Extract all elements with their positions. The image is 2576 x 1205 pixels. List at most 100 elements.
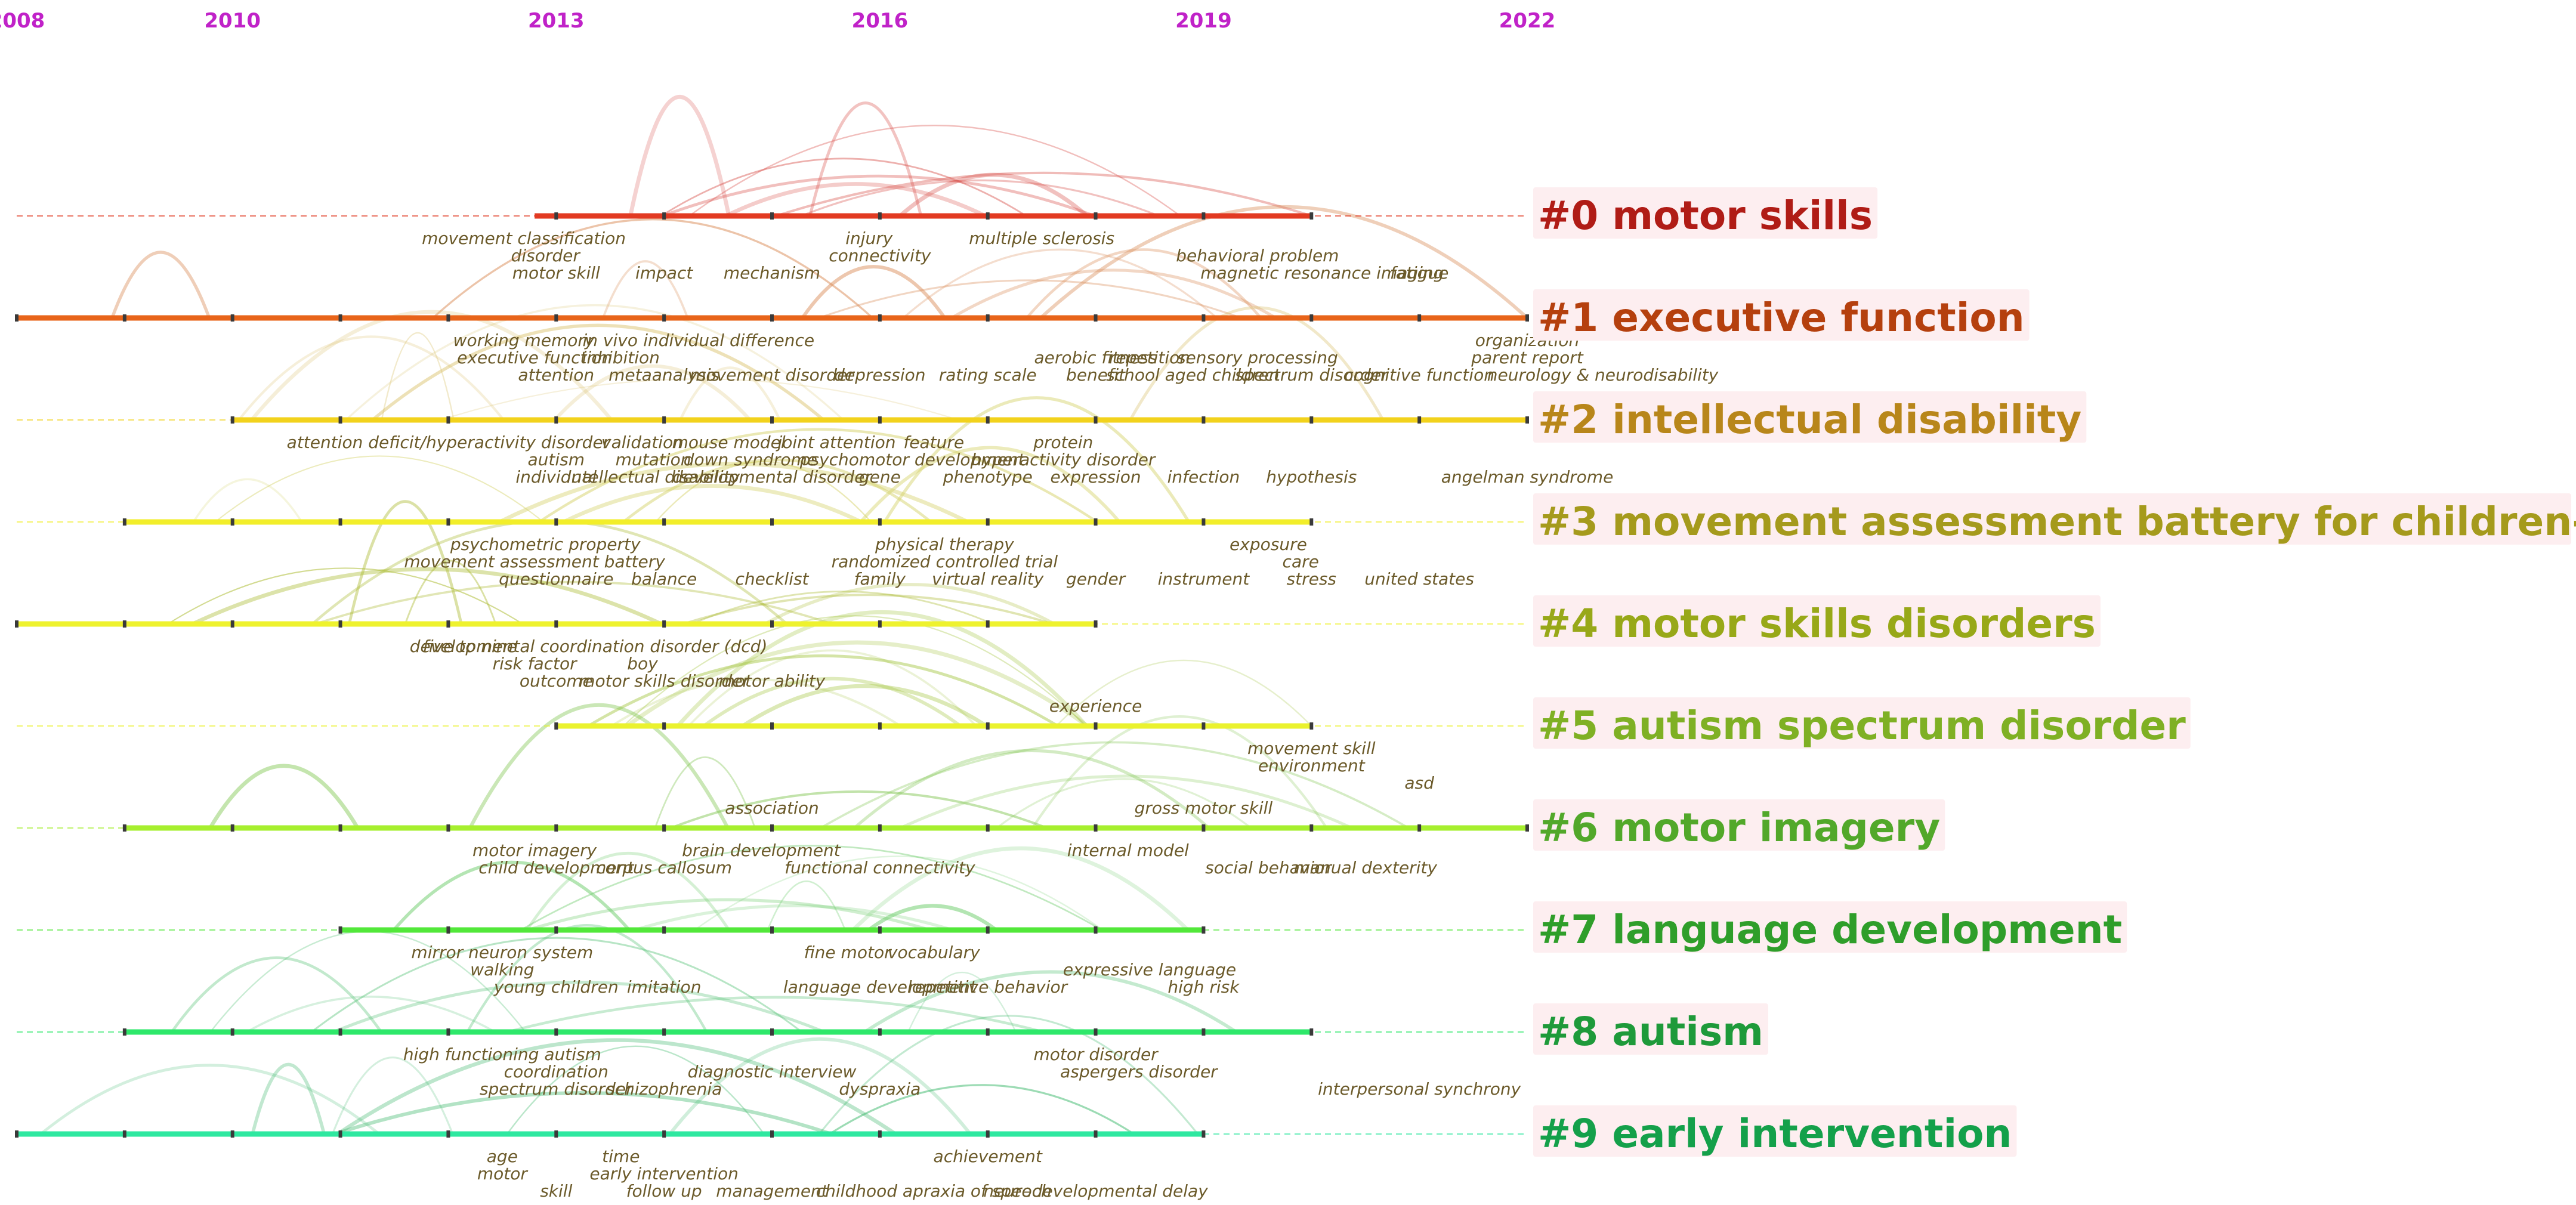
keyword-label: attention — [518, 365, 594, 385]
year-node — [770, 722, 774, 730]
year-node — [986, 824, 990, 832]
citation-arcs — [39, 95, 1528, 1136]
citation-arc — [466, 924, 708, 1033]
keyword-label: validation — [601, 432, 684, 452]
year-node — [1201, 314, 1206, 322]
citation-arc — [110, 251, 211, 319]
keyword-label: angelman syndrome — [1441, 467, 1614, 487]
cluster-timelines — [15, 212, 1529, 1138]
keyword-label: neurodevelopmental delay — [983, 1181, 1208, 1201]
citation-arc — [611, 678, 901, 727]
year-node — [446, 416, 450, 424]
keyword-label: childhood apraxia of speech — [816, 1181, 1052, 1201]
keyword-label: social behavior — [1205, 858, 1332, 878]
keyword-label: movement disorder — [690, 365, 855, 385]
year-axis: 2008 2010 2013 2016 2019 2022 — [0, 9, 1555, 33]
citation-arc — [538, 428, 1098, 523]
year-node — [878, 212, 882, 220]
year-node — [662, 518, 666, 526]
year-node — [878, 416, 882, 424]
keyword-label: high risk — [1167, 977, 1240, 997]
keyword-label: association — [725, 798, 818, 818]
year-node — [554, 314, 558, 322]
citation-arc — [867, 904, 997, 932]
citation-arc — [859, 446, 1121, 523]
year-node — [1201, 1130, 1206, 1138]
year-node — [230, 824, 234, 832]
cluster-label-1-executive-function: #1 executive function — [1538, 295, 2025, 341]
citation-arc — [818, 279, 1242, 319]
year-node — [1094, 722, 1098, 730]
keyword-label: movement classification — [422, 228, 626, 248]
citation-arc — [668, 1037, 972, 1135]
year-node — [554, 1130, 558, 1138]
keyword-label: fine motor — [804, 943, 892, 962]
citation-arc — [670, 790, 1048, 829]
citation-arc — [499, 462, 969, 524]
keyword-label: movement skill — [1247, 739, 1376, 758]
citation-arc — [392, 860, 631, 931]
keyword-label: benefit — [1066, 365, 1126, 385]
citation-arc — [381, 332, 455, 421]
keyword-label: stress — [1287, 569, 1336, 589]
year-node — [986, 722, 990, 730]
year-node — [662, 416, 666, 424]
year-node — [1309, 518, 1314, 526]
year-label-2022: 2022 — [1499, 9, 1556, 33]
keyword-label: diagnostic interview — [688, 1062, 857, 1082]
keyword-label: time — [602, 1147, 640, 1166]
year-node — [1201, 722, 1206, 730]
keyword-label: walking — [470, 960, 534, 980]
cluster-label-highlight — [1533, 1003, 1768, 1055]
keyword-label: questionnaire — [499, 569, 613, 589]
keyword-label: instrument — [1158, 569, 1250, 589]
cluster-label-highlight — [1533, 799, 1945, 851]
citation-arc — [818, 1015, 1199, 1135]
year-node — [770, 824, 774, 832]
year-node — [770, 926, 774, 934]
citation-arc — [440, 378, 959, 421]
citation-arc — [208, 764, 360, 829]
year-node — [230, 416, 234, 424]
year-node — [1094, 926, 1098, 934]
year-node — [446, 1028, 450, 1036]
keyword-label: physical therapy — [875, 534, 1014, 554]
keyword-label: aspergers disorder — [1060, 1062, 1218, 1082]
citation-arc — [626, 640, 1089, 728]
year-node — [770, 620, 774, 628]
year-node — [878, 620, 882, 628]
year-node — [986, 518, 990, 526]
keyword-label: individual difference — [643, 330, 814, 350]
year-node — [1094, 620, 1098, 628]
citation-arc — [332, 981, 825, 1034]
keyword-label: brain development — [682, 841, 841, 860]
citation-arc — [251, 1062, 326, 1135]
year-node — [986, 1028, 990, 1036]
keyword-label: family — [854, 569, 906, 589]
year-node — [1201, 416, 1206, 424]
year-label-2008: 2008 — [0, 9, 45, 33]
keyword-label: dyspraxia — [839, 1079, 921, 1099]
citation-arc — [902, 248, 1218, 319]
year-node — [986, 314, 990, 322]
year-node — [1094, 824, 1098, 832]
citation-arc — [404, 560, 497, 625]
citation-arc — [801, 179, 1160, 217]
citation-arc — [331, 1056, 454, 1135]
keyword-label: hypothesis — [1266, 467, 1357, 487]
year-node — [230, 314, 234, 322]
cluster-label-highlight — [1533, 901, 2127, 953]
cluster-label-6-motor-imagery: #6 motor imagery — [1538, 805, 1940, 851]
cluster-label-8-autism: #8 autism — [1538, 1009, 1763, 1055]
cluster-label-highlight — [1533, 391, 2087, 443]
keyword-label: child development — [478, 858, 634, 878]
citation-arc — [688, 125, 1181, 217]
keyword-label: feature — [903, 432, 964, 452]
citation-arc — [907, 972, 1017, 1033]
year-node — [1094, 416, 1098, 424]
year-node — [878, 518, 882, 526]
year-node — [662, 926, 666, 934]
year-node — [1201, 926, 1206, 934]
keyword-label: phenotype — [943, 467, 1033, 487]
